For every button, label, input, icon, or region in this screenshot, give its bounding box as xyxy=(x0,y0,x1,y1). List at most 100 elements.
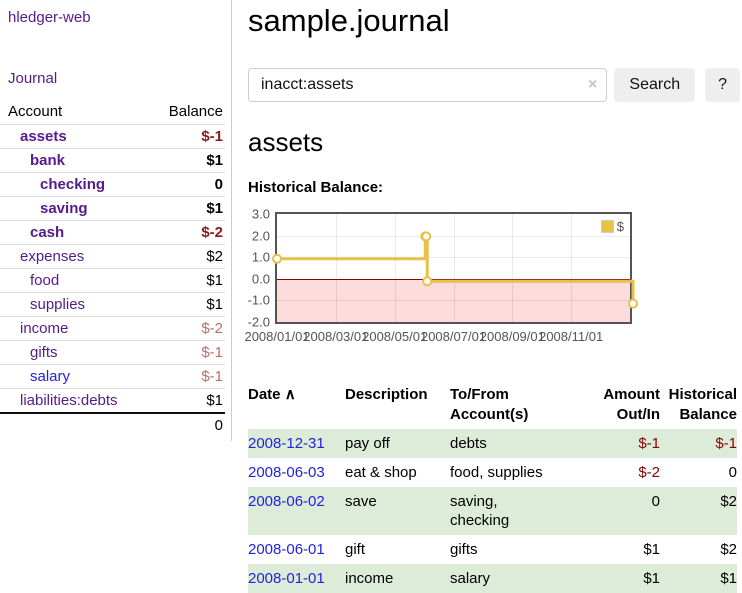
main-content: sample.journal × Search ? assets Histori… xyxy=(244,0,740,593)
page-title: sample.journal xyxy=(248,3,450,38)
account-row: income $-2 xyxy=(0,316,225,341)
x-tick: 2008/07/01 xyxy=(420,329,487,344)
transaction-date-link[interactable]: 2008-06-01 xyxy=(248,541,325,558)
account-link-food[interactable]: food xyxy=(30,272,60,289)
accounts-header-row: Account Balance xyxy=(0,100,225,125)
chart-zero-line xyxy=(277,278,630,280)
y-tick: 1.0 xyxy=(251,249,270,265)
transaction-description: pay off xyxy=(345,435,390,452)
register-table: Date ∧ Description To/From Account(s) Am… xyxy=(248,381,737,593)
transaction-balance: $1 xyxy=(720,570,737,587)
transaction-date-link[interactable]: 2008-06-03 xyxy=(248,464,325,481)
account-row: liabilities:debts $1 xyxy=(0,388,225,413)
x-tick: 2008/11/01 xyxy=(539,329,604,344)
account-link-saving[interactable]: saving xyxy=(40,200,88,217)
table-row: 2008-01-01 income salary $1 $1 xyxy=(248,564,737,593)
account-balance: $1 xyxy=(146,388,225,413)
historical-balance-chart: 3.0 2.0 1.0 0.0 -1.0 -2.0 2008/01/01 200… xyxy=(244,207,740,359)
column-date[interactable]: Date ∧ xyxy=(248,386,296,403)
account-link-assets[interactable]: assets xyxy=(20,128,67,145)
chart-title: Historical Balance: xyxy=(248,179,384,196)
transaction-date-link[interactable]: 2008-12-31 xyxy=(248,435,325,452)
search-form: × Search ? xyxy=(248,68,740,102)
chart-plot-area[interactable]: 3.0 2.0 1.0 0.0 -1.0 -2.0 2008/01/01 200… xyxy=(244,207,639,344)
search-input[interactable] xyxy=(248,68,608,102)
account-row: bank $1 xyxy=(0,148,225,173)
column-tofrom-accounts: To/From Account(s) xyxy=(450,386,529,423)
account-balance: $-2 xyxy=(146,220,225,245)
account-link-salary[interactable]: salary xyxy=(30,368,71,385)
y-tick: -2.0 xyxy=(247,314,270,330)
transaction-amount: $1 xyxy=(643,570,660,587)
chart-line-svg xyxy=(272,231,639,309)
account-link-liabilities-debts[interactable]: liabilities:debts xyxy=(20,392,118,409)
x-tick: 2008/05/01 xyxy=(362,329,428,344)
x-tick: 2008/03/01 xyxy=(303,329,369,344)
account-link-supplies[interactable]: supplies xyxy=(30,296,86,313)
transaction-date-link[interactable]: 2008-01-01 xyxy=(248,570,325,587)
transaction-balance: $2 xyxy=(720,493,737,510)
account-balance: $1 xyxy=(146,268,225,293)
transaction-accounts: saving, checking xyxy=(450,493,510,529)
account-heading: assets xyxy=(248,127,324,157)
transaction-accounts: food, supplies xyxy=(450,464,543,481)
account-row: salary $-1 xyxy=(0,364,225,389)
transaction-date-link[interactable]: 2008-06-02 xyxy=(248,493,325,510)
x-tick: 2008/09/01 xyxy=(479,329,545,344)
legend-swatch xyxy=(600,220,614,233)
account-balance: $2 xyxy=(146,244,225,269)
transaction-accounts: gifts xyxy=(450,541,478,558)
accounts-col-account: Account xyxy=(8,103,63,120)
account-link-bank[interactable]: bank xyxy=(30,152,66,169)
account-balance: $-2 xyxy=(146,316,225,341)
transaction-amount: $-2 xyxy=(638,464,660,481)
accounts-table: Account Balance assets $-1 bank $1 check… xyxy=(0,100,225,437)
transaction-description: save xyxy=(345,493,377,510)
column-amount: Amount Out/In xyxy=(603,386,660,423)
legend-label: $ xyxy=(616,219,624,234)
account-row: assets $-1 xyxy=(0,124,225,149)
transaction-accounts: debts xyxy=(450,435,487,452)
transaction-amount: 0 xyxy=(651,493,660,510)
account-link-expenses[interactable]: expenses xyxy=(20,248,85,265)
transaction-balance: 0 xyxy=(728,464,737,481)
x-tick: 2008/01/01 xyxy=(244,329,310,344)
sidebar-item-journal[interactable]: Journal xyxy=(8,70,58,87)
transaction-balance: $2 xyxy=(720,541,737,558)
account-link-cash[interactable]: cash xyxy=(30,224,65,241)
table-row: 2008-06-01 gift gifts $1 $2 xyxy=(248,535,737,564)
y-tick: -1.0 xyxy=(247,292,270,308)
account-row: saving $1 xyxy=(0,196,225,221)
chart-legend: $ xyxy=(597,217,627,236)
account-link-income[interactable]: income xyxy=(20,320,69,337)
chart-negative-region xyxy=(277,278,630,322)
accounts-col-balance: Balance xyxy=(168,103,223,120)
sidebar: hledger-web Journal Account Balance asse… xyxy=(0,0,232,441)
account-balance: 0 xyxy=(146,172,225,197)
accounts-total-value: 0 xyxy=(146,412,225,437)
account-row: food $1 xyxy=(0,268,225,293)
table-row: 2008-12-31 pay off debts $-1 $-1 xyxy=(248,429,737,458)
search-button[interactable]: Search xyxy=(614,68,696,102)
account-link-checking[interactable]: checking xyxy=(40,176,106,193)
transaction-amount: $1 xyxy=(643,541,660,558)
transaction-amount: $-1 xyxy=(638,435,660,452)
transaction-description: gift xyxy=(345,541,366,558)
account-row: expenses $2 xyxy=(0,244,225,269)
help-button[interactable]: ? xyxy=(705,68,740,102)
sort-ascending-icon[interactable]: ∧ xyxy=(284,386,296,403)
clear-search-icon[interactable]: × xyxy=(588,76,598,93)
account-balance: $1 xyxy=(146,292,225,317)
column-historical-balance: Historical Balance xyxy=(668,386,737,423)
y-tick: 2.0 xyxy=(251,228,270,244)
table-row: 2008-06-03 eat & shop food, supplies $-2… xyxy=(248,458,737,487)
y-tick: 3.0 xyxy=(251,206,270,222)
accounts-total-row: 0 xyxy=(0,412,225,437)
account-balance: $-1 xyxy=(146,364,225,389)
account-row: supplies $1 xyxy=(0,292,225,317)
y-tick: 0.0 xyxy=(251,271,270,287)
account-link-gifts[interactable]: gifts xyxy=(30,344,58,361)
transaction-balance: $-1 xyxy=(715,435,737,452)
brand-link[interactable]: hledger-web xyxy=(8,9,91,26)
transaction-accounts: salary xyxy=(450,570,491,587)
